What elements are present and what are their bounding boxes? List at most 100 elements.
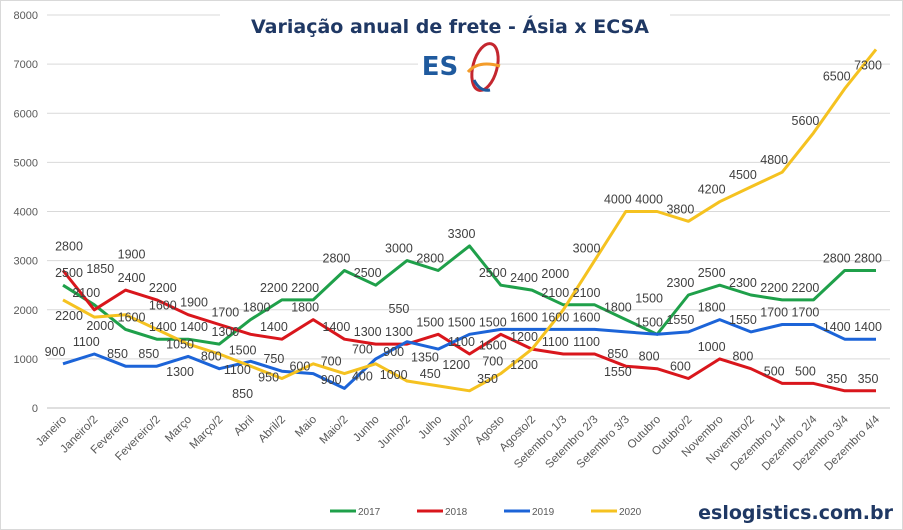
data-label-2018: 1400 — [260, 320, 288, 334]
data-label-2017: 2500 — [479, 266, 507, 280]
data-label-2017: 2200 — [760, 281, 788, 295]
data-label-2019: 1100 — [73, 335, 100, 349]
data-label-2019: 800 — [201, 350, 222, 364]
data-label-2020: 850 — [232, 387, 253, 401]
title-bg — [220, 10, 670, 38]
data-label-2018: 1300 — [354, 325, 382, 339]
data-label-2018: 2800 — [55, 239, 83, 253]
data-label-2017: 3300 — [448, 227, 476, 241]
y-tick-label: 2000 — [14, 305, 38, 317]
data-label-2017: 2500 — [55, 266, 83, 280]
data-label-2019: 1600 — [541, 310, 569, 324]
data-label-2018: 600 — [670, 360, 691, 374]
data-label-2020: 3000 — [573, 242, 601, 256]
data-label-2018: 1500 — [479, 315, 507, 329]
y-tick-label: 8000 — [14, 10, 38, 22]
data-label-2020: 900 — [383, 345, 404, 359]
data-label-2019: 750 — [263, 352, 284, 366]
data-label-2019: 1400 — [854, 320, 882, 334]
data-label-2018: 1200 — [510, 330, 538, 344]
data-label-2018: 350 — [826, 372, 847, 386]
y-tick-label: 0 — [32, 403, 38, 415]
data-label-2019: 1800 — [698, 301, 726, 315]
data-label-2017: 1800 — [243, 301, 271, 315]
y-tick-label: 3000 — [14, 256, 38, 268]
data-label-2018: 1900 — [180, 296, 208, 310]
data-label-2020: 550 — [389, 302, 410, 316]
data-label-2019: 1550 — [666, 313, 694, 327]
legend-label-2019: 2019 — [532, 507, 555, 518]
logo-text: ES — [422, 52, 459, 82]
data-label-2020: 1200 — [510, 358, 538, 372]
data-label-2020: 2200 — [55, 309, 83, 323]
data-label-2019: 950 — [258, 370, 279, 384]
chart-title: Variação anual de frete - Ásia x ECSA — [251, 15, 649, 38]
data-label-2020: 4000 — [635, 193, 663, 207]
data-label-2017: 2100 — [541, 286, 569, 300]
data-label-2017: 1800 — [604, 301, 632, 315]
data-label-2017: 1300 — [211, 325, 239, 339]
legend-label-2018: 2018 — [445, 507, 468, 518]
data-label-2017: 1400 — [180, 320, 208, 334]
data-label-2017: 3000 — [385, 242, 413, 256]
data-label-2019: 1700 — [760, 305, 788, 319]
data-label-2018: 1100 — [448, 335, 475, 349]
data-label-2020: 4200 — [698, 183, 726, 197]
data-label-2020: 3800 — [666, 202, 694, 216]
data-label-2020: 900 — [321, 373, 342, 387]
data-labels: 2500280090022002100200011001850160024008… — [45, 58, 882, 401]
footer-website: eslogistics.com.br — [698, 502, 894, 524]
data-label-2017: 2800 — [823, 251, 851, 265]
data-label-2017: 2500 — [698, 266, 726, 280]
y-tick-label: 7000 — [14, 59, 38, 71]
legend: 2017 2018 2019 2020 — [330, 507, 642, 518]
data-label-2017: 2300 — [729, 276, 757, 290]
data-label-2020: 1900 — [118, 248, 146, 262]
data-label-2020: 700 — [482, 355, 503, 369]
data-label-2019: 1700 — [792, 305, 820, 319]
data-label-2019: 1500 — [448, 315, 476, 329]
data-label-2020: 4000 — [604, 193, 632, 207]
data-label-2020: 5600 — [792, 114, 820, 128]
data-label-2018: 1000 — [698, 340, 726, 354]
data-label-2019: 1200 — [442, 358, 470, 372]
data-label-2017: 2300 — [666, 276, 694, 290]
data-label-2019: 850 — [107, 347, 128, 361]
es-logo: ES — [418, 42, 501, 94]
data-label-2017: 2200 — [792, 281, 820, 295]
data-label-2018: 1500 — [416, 315, 444, 329]
data-label-2019: 1400 — [823, 320, 851, 334]
data-label-2017: 2400 — [510, 271, 538, 285]
data-label-2018: 850 — [607, 347, 628, 361]
data-label-2018: 800 — [732, 350, 753, 364]
data-label-2019: 1550 — [604, 365, 632, 379]
data-label-2017: 2800 — [854, 251, 882, 265]
legend-label-2017: 2017 — [358, 507, 381, 518]
data-label-2020: 1600 — [149, 298, 177, 312]
data-label-2018: 1800 — [291, 301, 319, 315]
data-label-2018: 1300 — [385, 325, 413, 339]
data-label-2020: 1100 — [224, 363, 251, 377]
data-label-2020: 600 — [289, 360, 310, 374]
data-label-2019: 1050 — [166, 337, 194, 351]
data-label-2020: 2000 — [541, 267, 569, 281]
data-label-2017: 2100 — [72, 286, 100, 300]
data-label-2017: 2800 — [323, 251, 351, 265]
data-label-2019: 900 — [45, 345, 66, 359]
data-label-2019: 700 — [321, 355, 342, 369]
data-label-2020: 450 — [420, 367, 441, 381]
data-label-2019: 1000 — [380, 368, 408, 382]
data-label-2018: 1700 — [211, 305, 239, 319]
data-label-2018: 1100 — [573, 335, 600, 349]
data-label-2018: 1100 — [542, 335, 569, 349]
data-label-2017: 1400 — [149, 320, 177, 334]
data-label-2017: 1600 — [118, 310, 146, 324]
data-label-2020: 4500 — [729, 168, 757, 182]
series-lines — [61, 48, 878, 393]
data-label-2017: 2500 — [354, 266, 382, 280]
data-label-2018: 350 — [858, 372, 879, 386]
data-label-2018: 2400 — [118, 271, 146, 285]
data-label-2018: 1400 — [323, 320, 351, 334]
data-label-2018: 500 — [795, 364, 816, 378]
